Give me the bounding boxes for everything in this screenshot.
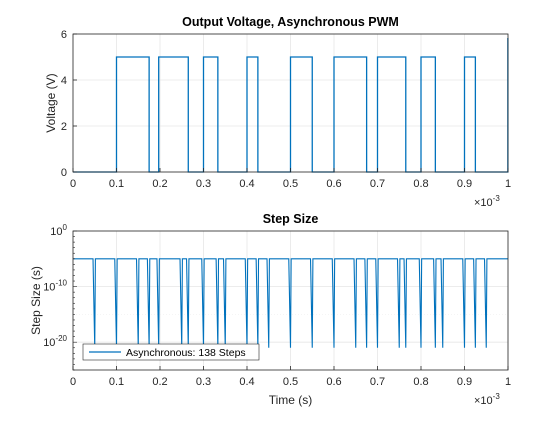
step-size-x-tick-label: 0.2 <box>152 376 167 388</box>
voltage-y-tick-label: 6 <box>61 29 67 41</box>
voltage-x-exponent-power: -3 <box>493 194 501 203</box>
step-size-x-exponent-label: ×10-3 <box>474 392 500 407</box>
step-size-line <box>73 258 508 348</box>
voltage-x-tick-label: 0.6 <box>326 178 341 190</box>
voltage-x-tick-label: 0 <box>70 178 76 190</box>
voltage-x-tick-label: 0.1 <box>109 178 124 190</box>
voltage-chart-title: Output Voltage, Asynchronous PWM <box>182 15 399 29</box>
step-size-y-tick-exponent: -20 <box>55 334 67 343</box>
step-size-x-tick-label: 0.8 <box>413 376 428 388</box>
step-size-y-tick-label: 10-10 <box>43 279 67 294</box>
voltage-x-tick-label: 0.7 <box>370 178 385 190</box>
step-size-y-tick-exponent: -10 <box>55 279 67 288</box>
step-size-x-tick-label: 0.6 <box>326 376 341 388</box>
step-size-x-exponent-base: ×10 <box>474 395 493 407</box>
step-size-chart-title: Step Size <box>263 212 319 226</box>
step-size-y-axis-label: Step Size (s) <box>29 266 43 335</box>
step-size-series <box>73 258 508 348</box>
voltage-series <box>73 38 509 173</box>
step-size-x-tick-label: 0 <box>70 376 76 388</box>
legend-entry-label: Asynchronous: 138 Steps <box>126 347 246 359</box>
step-size-x-axis-label: Time (s) <box>269 393 313 407</box>
voltage-x-exponent-base: ×10 <box>474 197 493 209</box>
step-size-x-tick-label: 0.5 <box>283 376 298 388</box>
step-size-x-tick-label: 0.7 <box>370 376 385 388</box>
step-size-y-tick-base: 10 <box>50 226 62 238</box>
step-size-y-tick-base: 10 <box>43 282 55 294</box>
voltage-x-tick-label: 1 <box>505 178 511 190</box>
step-size-ticks: 0 0.1 0.2 0.3 0.4 0.5 0.6 0.7 0.8 0.9 110010-1010-… <box>43 223 511 388</box>
voltage-ticks: 0 0.1 0.2 0.3 0.4 0.5 0.6 0.7 0.8 0.9 1 0 2 4 6 <box>61 29 511 190</box>
voltage-line <box>73 38 509 173</box>
step-size-x-tick-label: 0.3 <box>196 376 211 388</box>
voltage-y-tick-label: 0 <box>61 167 67 179</box>
voltage-y-tick-label: 2 <box>61 121 67 133</box>
voltage-y-axis-label: Voltage (V) <box>44 73 58 132</box>
voltage-y-tick-label: 4 <box>61 75 67 87</box>
voltage-x-tick-label: 0.4 <box>239 178 254 190</box>
step-size-axes: 0 0.1 0.2 0.3 0.4 0.5 0.6 0.7 0.8 0.9 110010-1010-… <box>29 212 511 407</box>
voltage-x-tick-label: 0.5 <box>283 178 298 190</box>
step-size-x-tick-label: 0.1 <box>109 376 124 388</box>
step-size-x-tick-label: 0.9 <box>457 376 472 388</box>
step-size-y-tick-label: 10-20 <box>43 334 67 349</box>
step-size-x-tick-label: 0.4 <box>239 376 254 388</box>
step-size-y-tick-exponent: 0 <box>63 223 68 232</box>
voltage-x-exponent-label: ×10-3 <box>474 194 500 209</box>
step-size-y-tick-base: 10 <box>43 337 55 349</box>
step-size-x-exponent-power: -3 <box>493 392 501 401</box>
voltage-axes: 0 0.1 0.2 0.3 0.4 0.5 0.6 0.7 0.8 0.9 1 0 2 4 6 Output… <box>44 15 511 209</box>
voltage-x-tick-label: 0.3 <box>196 178 211 190</box>
step-size-legend: Asynchronous: 138 Steps <box>82 343 260 361</box>
voltage-x-tick-label: 0.2 <box>152 178 167 190</box>
voltage-x-tick-label: 0.8 <box>413 178 428 190</box>
step-size-x-tick-label: 1 <box>505 376 511 388</box>
legend-box <box>82 343 260 361</box>
voltage-x-tick-label: 0.9 <box>457 178 472 190</box>
step-size-y-tick-label: 100 <box>50 223 67 238</box>
